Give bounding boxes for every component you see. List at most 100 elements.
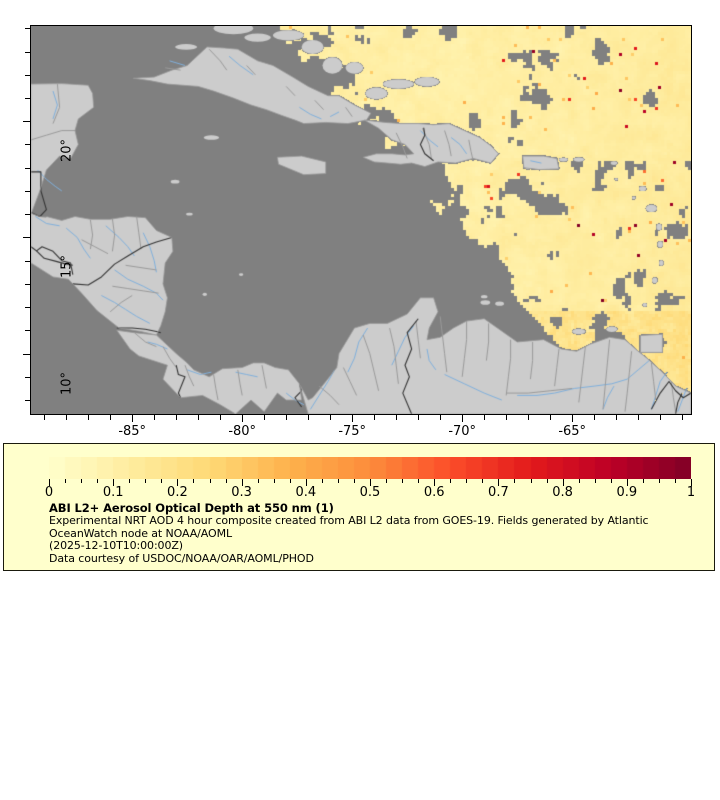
x-axis-major-tick [352,415,354,422]
y-axis-major-tick [23,353,30,355]
colorbar-major-tick [691,479,692,486]
y-axis-major-tick [23,237,30,239]
x-axis-major-tick [132,415,134,422]
map-panel[interactable] [30,25,692,415]
y-axis-minor-tick [25,260,30,262]
colorbar-major-tick [626,479,628,486]
x-axis-minor-tick [594,415,596,420]
colorbar-minor-tick [418,479,420,483]
y-axis-label-0: 20° [59,139,75,163]
y-axis-label-2: 10° [59,371,75,395]
colorbar-minor-tick [578,479,580,483]
x-axis-minor-tick [506,415,508,420]
colorbar-minor-tick [97,479,99,483]
colorbar-minor-tick [81,479,83,483]
colorbar-label-7: 0.7 [488,485,509,500]
legend-description-line-2: OceanWatch node at NOAA/AOML [49,526,232,540]
colorbar-minor-tick [514,479,516,483]
colorbar-minor-tick [450,479,452,483]
y-axis-minor-tick [25,307,30,309]
legend-panel: 0 0.1 0.2 0.3 0.4 0.5 0.6 0.7 0.8 0.9 1 ABI L2+ Ae… [3,443,715,571]
colorbar-label-10: 1 [686,485,696,500]
colorbar-major-tick [241,479,243,486]
x-axis-minor-tick [528,415,530,420]
colorbar-minor-tick [386,479,388,483]
legend-timestamp: (2025-12-10T10:00:00Z) [49,539,183,552]
colorbar-minor-tick [642,479,644,483]
x-axis-minor-tick [308,415,310,420]
x-axis-minor-tick [660,415,662,420]
x-axis-label-0: -85° [118,424,147,439]
colorbar-minor-tick [546,479,548,483]
colorbar-label-5: 0.5 [359,485,381,500]
colorbar-major-tick [370,479,371,486]
colorbar-minor-tick [257,479,259,483]
x-axis-minor-tick [176,415,178,420]
colorbar-minor-tick [402,479,404,483]
aod-map-canvas[interactable] [31,26,691,414]
x-axis-minor-tick [330,415,332,420]
x-axis-minor-tick [220,415,222,420]
legend-text-block: ABI L2+ Aerosol Optical Depth at 550 nm … [49,502,709,565]
x-axis-minor-tick [374,415,376,420]
legend-description-line-1: Experimental NRT AOD 4 hour composite cr… [49,514,649,527]
y-axis-minor-tick [25,330,30,332]
colorbar-minor-tick [209,479,211,483]
colorbar-major-tick [49,479,50,486]
colorbar-minor-tick [337,479,339,483]
x-axis-minor-tick [110,415,112,420]
colorbar-label-8: 0.8 [552,485,573,500]
colorbar-major-tick [498,479,500,486]
x-axis-minor-tick [44,415,46,420]
x-axis-label-1: -80° [228,424,257,439]
x-axis-label-4: -65° [558,424,587,439]
x-axis-minor-tick [66,415,68,420]
colorbar-label-1: 0.1 [102,485,124,500]
x-axis-major-tick [572,415,574,422]
legend-title: ABI L2+ Aerosol Optical Depth at 550 nm … [49,501,334,515]
x-axis-minor-tick [638,415,640,420]
colorbar-tick-labels: 0 0.1 0.2 0.3 0.4 0.5 0.6 0.7 0.8 0.9 1 [4,485,716,501]
colorbar-minor-tick [145,479,147,483]
colorbar-minor-tick [594,479,596,483]
colorbar-minor-tick [161,479,163,483]
colorbar-minor-tick [353,479,355,483]
x-axis-major-tick [242,415,244,422]
x-axis-minor-tick [154,415,156,420]
colorbar-minor-tick [289,479,291,483]
legend-courtesy: Data courtesy of USDOC/NOAA/OAR/AOML/PHO… [49,551,314,565]
x-axis-minor-tick [550,415,552,420]
colorbar-minor-tick [129,479,131,483]
y-axis-minor-tick [25,283,30,285]
colorbar-label-3: 0.3 [231,485,252,500]
colorbar-minor-tick [321,479,323,483]
colorbar-minor-tick [273,479,275,483]
x-axis-label-3: -70° [448,424,477,439]
colorbar-major-tick [434,479,436,486]
colorbar-major-tick [305,479,307,486]
x-axis-minor-tick [616,415,618,420]
colorbar-ticks [49,479,692,486]
colorbar-label-4: 0.4 [295,485,317,500]
colorbar-minor-tick [530,479,532,483]
x-axis-minor-tick [286,415,288,420]
y-axis-label-1: 15° [59,255,75,279]
colorbar-minor-tick [674,479,676,483]
y-axis-minor-tick [25,144,30,146]
colorbar-minor-tick [466,479,468,483]
y-axis-minor-tick [25,51,30,53]
colorbar-minor-tick [482,479,484,483]
y-axis-minor-tick [25,74,30,76]
colorbar-minor-tick [658,479,660,483]
colorbar-label-2: 0.2 [167,485,188,500]
x-axis-major-tick [462,415,464,422]
colorbar-minor-tick [193,479,195,483]
x-axis-minor-tick [440,415,442,420]
colorbar-major-tick [113,479,115,486]
y-axis-minor-tick [25,28,30,30]
colorbar-gradient [49,457,691,479]
y-axis-minor-tick [25,214,30,216]
x-axis-label-2: -75° [338,424,367,439]
y-axis-minor-tick [25,167,30,169]
